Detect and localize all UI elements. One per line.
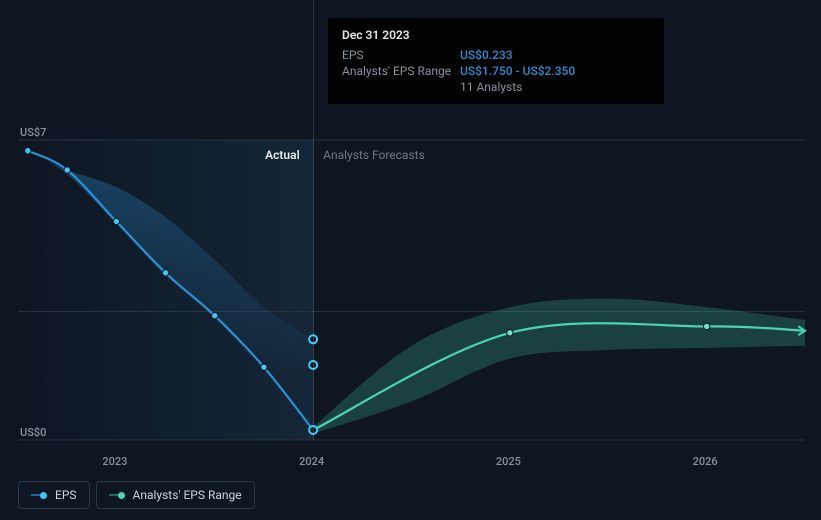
legend-label: EPS xyxy=(55,488,77,502)
legend-swatch-icon xyxy=(31,492,47,499)
forecast-section-label: Analysts Forecasts xyxy=(323,148,425,162)
eps-point xyxy=(25,148,31,154)
eps-point xyxy=(64,167,70,173)
chart-tooltip: Dec 31 2023 EPS US$0.233 Analysts' EPS R… xyxy=(328,18,664,104)
tooltip-date: Dec 31 2023 xyxy=(342,28,650,42)
eps-point xyxy=(212,313,218,319)
legend-label: Analysts' EPS Range xyxy=(133,488,242,502)
y-tick-label: US$7 xyxy=(20,126,46,139)
actual-section-label: Actual xyxy=(265,148,300,162)
eps-chart: US$7 US$0 2023 2024 2025 2026 Actual Analyst… xyxy=(0,0,821,520)
forecast-point xyxy=(507,330,513,336)
eps-point xyxy=(162,270,168,276)
x-tick-label: 2025 xyxy=(496,455,521,468)
y-tick-label: US$0 xyxy=(20,426,46,439)
legend-swatch-icon xyxy=(109,492,125,499)
forecast-point xyxy=(703,323,709,329)
legend-item-range[interactable]: Analysts' EPS Range xyxy=(96,481,255,509)
chart-legend: EPS Analysts' EPS Range xyxy=(18,481,255,509)
eps-point xyxy=(113,218,119,224)
tooltip-eps-label: EPS xyxy=(342,48,460,62)
tooltip-eps-value: US$0.233 xyxy=(460,48,513,62)
x-tick-label: 2024 xyxy=(299,455,324,468)
eps-point xyxy=(261,364,267,370)
forecast-range-area xyxy=(313,299,805,434)
tooltip-range-value: US$1.750 - US$2.350 xyxy=(460,64,575,78)
x-tick-label: 2023 xyxy=(102,455,127,468)
cursor-line xyxy=(313,0,314,440)
x-tick-label: 2026 xyxy=(693,455,718,468)
legend-item-eps[interactable]: EPS xyxy=(18,481,90,509)
tooltip-analyst-count: 11 Analysts xyxy=(460,80,650,94)
tooltip-range-label: Analysts' EPS Range xyxy=(342,64,460,78)
